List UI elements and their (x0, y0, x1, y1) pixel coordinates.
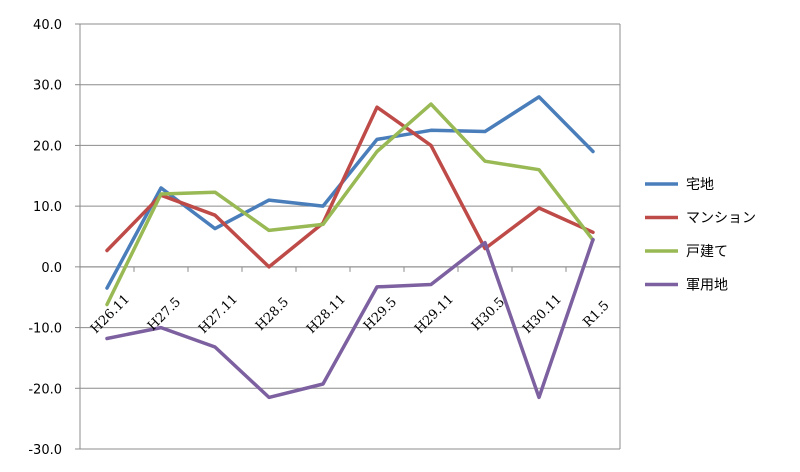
legend-label: マンション (686, 211, 756, 227)
y-tick-label: 0.0 (41, 261, 62, 276)
series-lines (105, 95, 595, 400)
y-tick-label: 30.0 (33, 79, 62, 94)
y-tick-label: -20.0 (28, 382, 62, 397)
legend-label: 軍用地 (686, 278, 728, 294)
y-tick-label: -10.0 (28, 322, 62, 337)
legend-label: 戸建て (686, 244, 728, 260)
series-line-4 (105, 237, 595, 400)
y-tick-labels: 40.0 30.0 20.0 10.0 0.0 -10.0 -20.0 -30.0 (28, 18, 62, 458)
axes (75, 23, 621, 450)
gridlines (80, 23, 620, 450)
series-line-2 (105, 105, 595, 269)
series-line-1 (105, 95, 595, 290)
y-tick-label: 10.0 (33, 200, 62, 215)
y-tick-label: -30.0 (28, 443, 62, 458)
legend-label: 宅地 (686, 177, 714, 193)
y-tick-label: 20.0 (33, 139, 62, 154)
series-line-3 (105, 102, 595, 307)
y-tick-label: 40.0 (33, 18, 62, 33)
